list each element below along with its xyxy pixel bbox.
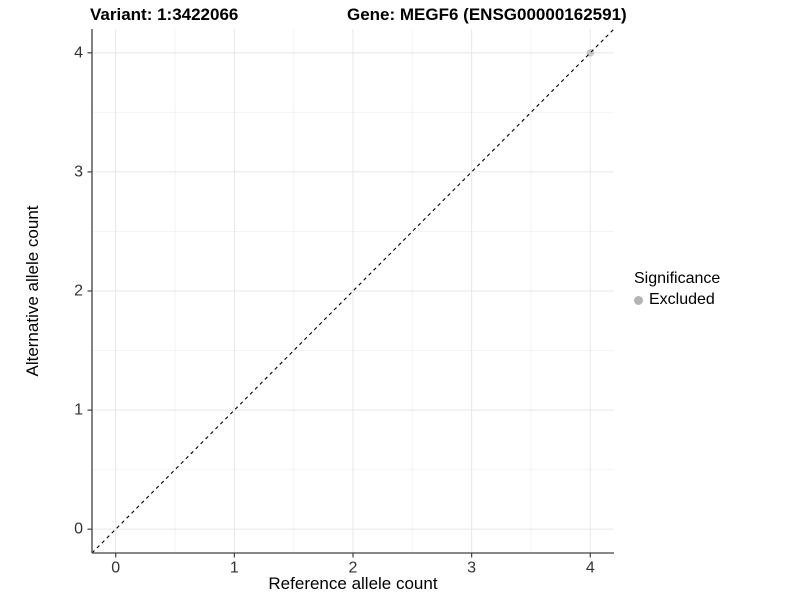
- y-tick-label: 1: [74, 402, 83, 419]
- legend: Significance Excluded: [634, 270, 720, 309]
- legend-point-icon: [634, 295, 643, 305]
- x-tick-label: 1: [230, 559, 239, 576]
- y-tick-label: 3: [74, 163, 83, 180]
- legend-title: Significance: [634, 270, 721, 287]
- legend-item: Excluded: [634, 291, 720, 309]
- y-axis-title: Alternative allele count: [23, 205, 42, 377]
- plot-title-gene: Gene: MEGF6 (ENSG00000162591): [347, 5, 627, 24]
- x-tick-label: 4: [586, 559, 595, 576]
- x-tick-label: 0: [111, 559, 120, 576]
- x-tick-label: 2: [349, 559, 358, 576]
- y-tick-label: 2: [74, 283, 83, 300]
- x-tick-label: 3: [467, 559, 476, 576]
- y-tick-label: 0: [74, 521, 83, 538]
- y-tick-label: 4: [74, 44, 83, 61]
- x-axis-title: Reference allele count: [268, 574, 438, 593]
- identity-line: [91, 28, 615, 554]
- plot-title-variant: Variant: 1:3422066: [90, 5, 239, 24]
- legend-item-label: Excluded: [649, 291, 715, 308]
